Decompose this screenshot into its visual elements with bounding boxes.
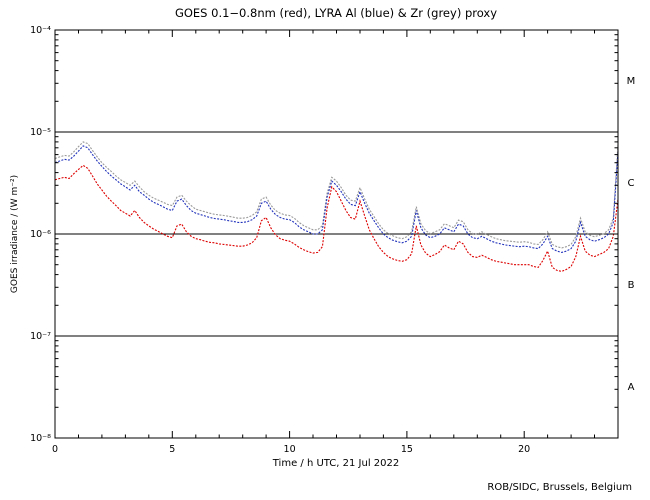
credit-text: ROB/SIDC, Brussels, Belgium — [487, 482, 632, 493]
chart-title: GOES 0.1−0.8nm (red), LYRA Al (blue) & Z… — [175, 6, 497, 20]
x-axis-label: Time / h UTC, 21 Jul 2022 — [272, 458, 400, 469]
plot-area: 0 5 10 15 20 10⁻⁸ 10⁻⁷ 10⁻⁶ 10⁻⁵ 10⁻⁴ M C B A — [30, 25, 635, 455]
x-tick-label: 10 — [284, 444, 296, 455]
y-tick-label: 10⁻⁶ — [30, 229, 51, 240]
x-tick-label: 20 — [518, 444, 530, 455]
x-tick-label: 15 — [401, 444, 413, 455]
flare-class-label-b: B — [628, 280, 635, 291]
y-axis-label: GOES irradiance / (W m⁻²) — [10, 175, 20, 293]
x-tick-label: 5 — [169, 444, 175, 455]
flare-class-label-m: M — [627, 76, 636, 87]
series-goes-line — [54, 164, 619, 272]
y-tick-label: 10⁻⁵ — [30, 127, 51, 138]
series-lyra-al-line — [54, 145, 619, 253]
y-tick-label: 10⁻⁷ — [30, 331, 51, 342]
flare-class-label-a: A — [628, 382, 635, 393]
series-lyra-zr-line — [54, 141, 619, 249]
x-tick-label: 0 — [52, 444, 58, 455]
y-tick-label: 10⁻⁴ — [30, 25, 51, 36]
flare-class-label-c: C — [628, 178, 635, 189]
y-tick-label: 10⁻⁸ — [30, 433, 51, 444]
